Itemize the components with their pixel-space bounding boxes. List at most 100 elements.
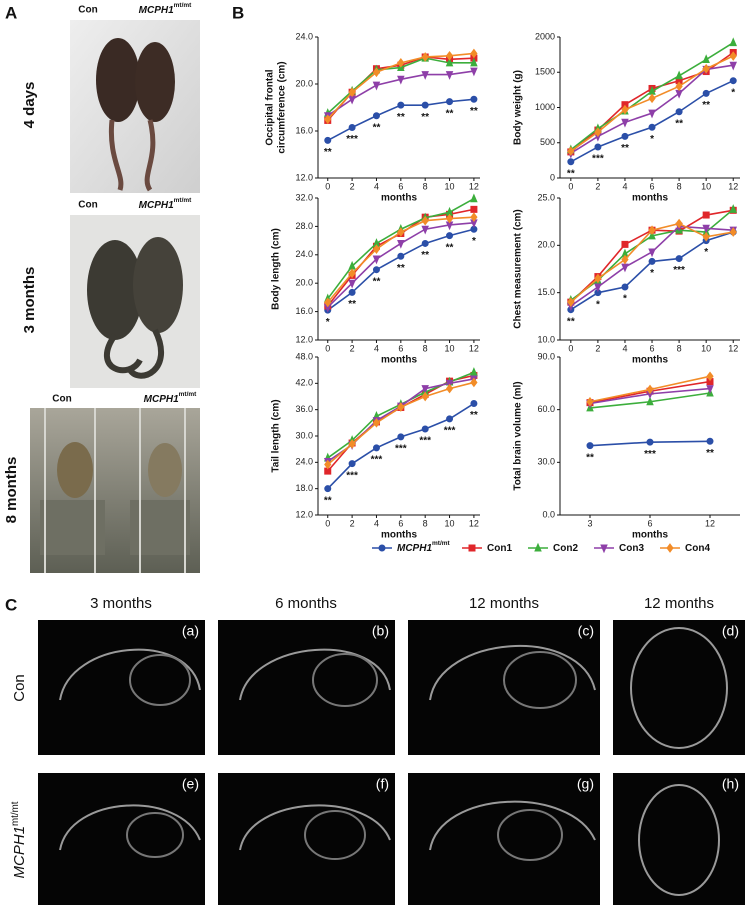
- significance: **: [348, 299, 356, 310]
- group-label-main: MCPH1: [139, 5, 174, 16]
- x-tick-label: 0: [325, 518, 330, 528]
- significance: **: [446, 108, 454, 119]
- group-label-sup: mt/mt: [174, 197, 193, 204]
- marker: [324, 114, 332, 125]
- significance: **: [470, 106, 478, 117]
- group-label-sup: mt/mt: [174, 2, 193, 9]
- marker: [397, 252, 405, 260]
- marker: [372, 255, 381, 265]
- marker: [621, 283, 629, 291]
- x-tick-label: 2: [350, 181, 355, 191]
- significance: *: [472, 236, 476, 247]
- significance: ***: [419, 436, 431, 447]
- significance: *: [623, 294, 627, 305]
- marker: [446, 98, 454, 106]
- marker: [445, 213, 454, 224]
- x-tick-label: 6: [647, 518, 652, 528]
- significance: *: [326, 317, 330, 328]
- significance: *: [650, 268, 654, 279]
- image-label: (f): [376, 776, 389, 792]
- photo-3-months: [70, 215, 200, 388]
- significance: **: [702, 100, 710, 111]
- x-tick-label: 12: [469, 181, 479, 191]
- mri-images: [38, 620, 745, 905]
- marker: [397, 58, 405, 68]
- y-tick-label: 15.0: [537, 287, 555, 297]
- x-tick-label: 10: [701, 343, 711, 353]
- marker: [646, 396, 654, 406]
- marker: [600, 544, 608, 554]
- group-label: Con: [52, 394, 71, 405]
- marker: [397, 402, 405, 412]
- x-tick-label: 2: [350, 518, 355, 528]
- age-label: 8 months: [3, 457, 20, 524]
- x-tick-label: 6: [398, 343, 403, 353]
- significance: ***: [673, 265, 685, 276]
- marker: [621, 132, 629, 140]
- marker: [729, 51, 737, 61]
- marker: [648, 93, 656, 104]
- panel-label: B: [232, 3, 244, 22]
- x-tick-label: 3: [587, 518, 592, 528]
- marker: [621, 254, 629, 265]
- marker: [567, 297, 575, 307]
- marker: [348, 460, 356, 468]
- x-axis-label: months: [381, 193, 418, 204]
- marker: [470, 193, 478, 203]
- y-tick-label: 20.0: [295, 278, 313, 288]
- marker: [421, 52, 429, 62]
- y-axis-label: Total brain volume (ml): [513, 381, 524, 490]
- significance: *: [731, 87, 735, 98]
- y-tick-label: 1000: [535, 102, 555, 112]
- marker: [648, 248, 656, 258]
- marker: [446, 415, 454, 423]
- x-tick-label: 4: [622, 181, 627, 191]
- group-label-main: MCPH1: [144, 394, 179, 405]
- y-tick-label: 28.0: [295, 221, 313, 231]
- y-tick-label: 24.0: [295, 249, 313, 259]
- x-tick-label: 6: [398, 518, 403, 528]
- legend-label: Con3: [619, 543, 644, 554]
- significance: *: [650, 134, 654, 145]
- x-tick-label: 8: [677, 181, 682, 191]
- marker: [729, 227, 737, 237]
- x-tick-label: 10: [445, 181, 455, 191]
- series: [586, 437, 714, 450]
- y-tick-label: 48.0: [295, 351, 313, 361]
- image-label: (b): [372, 623, 389, 639]
- x-tick-label: 0: [325, 343, 330, 353]
- y-tick-label: 32.0: [295, 192, 313, 202]
- legend-label-main: Con3: [619, 543, 644, 554]
- marker: [348, 123, 356, 131]
- marker: [470, 57, 478, 67]
- x-tick-label: 6: [650, 181, 655, 191]
- marker: [421, 225, 429, 235]
- y-tick-label: 18.0: [295, 483, 313, 493]
- age-label: 4 days: [21, 82, 38, 129]
- marker: [646, 384, 654, 395]
- marker: [470, 95, 478, 103]
- marker: [348, 279, 356, 289]
- series: [324, 225, 478, 314]
- y-tick-label: 12.0: [295, 172, 313, 182]
- marker: [397, 101, 405, 109]
- significance: **: [397, 263, 405, 274]
- x-tick-label: 4: [374, 518, 379, 528]
- marker: [729, 204, 737, 213]
- y-axis-label: Chest measurement (cm): [513, 209, 524, 328]
- marker: [621, 263, 629, 273]
- marker: [675, 255, 683, 263]
- y-tick-label: 500: [540, 137, 555, 147]
- marker: [421, 391, 429, 402]
- y-tick-label: 0: [550, 172, 555, 182]
- marker: [470, 48, 478, 59]
- x-tick-label: 8: [423, 343, 428, 353]
- series: [324, 212, 478, 308]
- marker: [372, 112, 380, 120]
- y-tick-label: 2000: [535, 31, 555, 41]
- marker: [648, 257, 656, 265]
- significance: **: [373, 276, 381, 287]
- row-label: MCPH1mt/mt: [10, 801, 28, 878]
- marker: [397, 239, 405, 249]
- significance: *: [704, 247, 708, 258]
